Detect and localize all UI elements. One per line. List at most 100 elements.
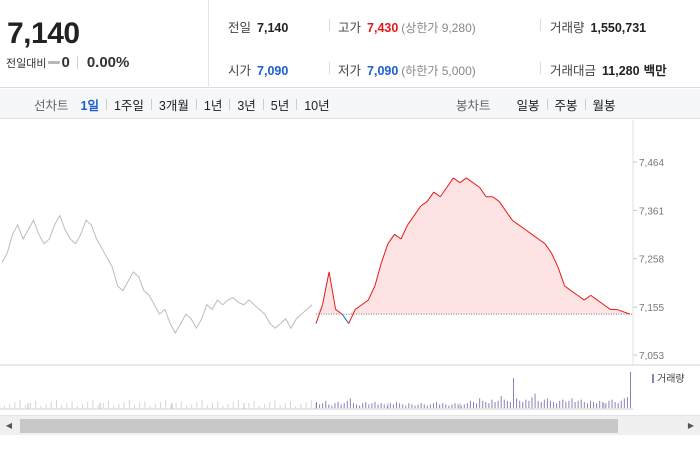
prev-volume-bar — [191, 404, 193, 408]
volume-bar — [565, 402, 567, 408]
prev-volume-bar — [134, 405, 135, 408]
trade-amount: 거래대금 11,280 백만 — [550, 60, 667, 79]
volume-bar — [328, 404, 330, 408]
lower-limit: (하한가 5,000) — [401, 64, 476, 78]
price-line-segment — [551, 252, 559, 268]
toolbar-divider — [150, 98, 152, 110]
prev-volume-bar — [206, 405, 208, 408]
volume-bar — [503, 399, 505, 408]
volume-bar — [528, 400, 530, 408]
price-line-segment — [400, 224, 409, 240]
volume: 거래량 1,550,731 — [550, 17, 646, 36]
volume-bar — [506, 400, 508, 408]
volume-bar — [479, 398, 481, 408]
volume-bar — [562, 399, 564, 408]
scroll-left-arrow-icon[interactable]: ◀ — [5, 421, 13, 430]
low-label: 저가 — [338, 64, 362, 78]
scroll-thumb[interactable] — [20, 419, 618, 433]
volume-value: 1,550,731 — [590, 21, 647, 35]
price-line-segment — [479, 187, 487, 198]
prev-volume-bar — [279, 405, 281, 408]
price-line-segment — [583, 294, 592, 301]
period-selector: 선차트 1일 1주일 3개월 1년 3년 5년 10년 — [34, 89, 330, 119]
price-line-segment — [544, 243, 552, 254]
price-line-segment — [570, 290, 578, 296]
volume-bar — [497, 400, 499, 408]
prev-volume-bar — [295, 406, 297, 408]
prev-volume-bar — [165, 400, 167, 408]
divider — [329, 19, 330, 31]
prev-volume-bar — [149, 406, 151, 408]
prev-volume-bar — [97, 405, 99, 408]
volume-bar — [466, 403, 468, 408]
volume-bar — [583, 402, 585, 408]
price-line-segment — [341, 313, 350, 324]
volume-bar — [485, 402, 487, 408]
period-tab[interactable]: 10년 — [304, 98, 330, 113]
price-line-segment — [387, 234, 395, 244]
toolbar-divider — [546, 98, 548, 110]
price-line-segment — [439, 187, 448, 198]
prev-volume-bar — [19, 400, 21, 408]
price-line-segment — [322, 271, 330, 305]
volume-bar — [362, 403, 364, 408]
toolbar-divider — [195, 98, 197, 110]
y-tick-label: 7,464 — [639, 158, 664, 169]
volume-bar — [586, 403, 588, 408]
volume-bar — [359, 405, 361, 408]
volume-bar — [405, 405, 407, 408]
prev-volume-bar — [212, 403, 213, 408]
volume-bar — [316, 402, 317, 408]
prev-volume-bar — [45, 404, 47, 408]
volume-bar — [611, 399, 613, 408]
period-tab[interactable]: 3개월 — [158, 98, 189, 113]
divider — [540, 19, 541, 31]
volume-bar — [543, 399, 545, 408]
candle-tab[interactable]: 주봉 — [554, 98, 578, 113]
prev-volume-bar — [305, 402, 307, 408]
prev-volume-bar — [180, 401, 182, 408]
upper-limit: (상한가 9,280) — [401, 21, 476, 35]
prev-volume-bar — [170, 405, 172, 408]
volume-bar — [349, 398, 351, 408]
price-line-segment — [433, 191, 441, 198]
candle-tab[interactable]: 월봉 — [592, 98, 616, 113]
period-tab[interactable]: 5년 — [270, 98, 290, 113]
volume-bar — [420, 403, 422, 408]
period-tab[interactable]: 1년 — [203, 98, 223, 113]
volume-bar — [500, 396, 502, 408]
volume-bar — [451, 404, 453, 408]
price-line-segment — [420, 201, 428, 207]
volume-bar — [568, 400, 570, 408]
volume-bar — [429, 404, 431, 408]
prev-volume-bar — [248, 403, 250, 408]
volume-bar — [519, 400, 521, 408]
price-line-segment — [616, 308, 624, 313]
prev-volume-bar — [9, 404, 11, 408]
prev-day-line — [1, 214, 313, 334]
period-tab[interactable]: 1주일 — [113, 98, 144, 113]
period-tab[interactable]: 3년 — [237, 98, 256, 113]
volume-bar — [494, 402, 496, 408]
volume-label: 거래량 — [550, 21, 585, 35]
prev-volume-bar — [128, 400, 130, 408]
scroll-right-arrow-icon[interactable]: ▶ — [687, 421, 695, 430]
chart-scrollbar[interactable]: ◀ ▶ — [0, 415, 700, 435]
price-line-segment — [518, 224, 526, 231]
line-chart-label: 선차트 — [34, 98, 69, 113]
price-line-segment — [335, 309, 343, 315]
period-tab[interactable]: 1일 — [80, 98, 99, 113]
prev-volume-bar — [123, 402, 125, 408]
divider — [540, 62, 541, 74]
volume-bar — [423, 404, 425, 408]
volume-bar — [556, 403, 558, 408]
volume-bar — [491, 399, 493, 408]
candle-tab[interactable]: 일봉 — [516, 98, 540, 113]
volume-bar — [352, 403, 354, 408]
prev-volume-bar — [238, 400, 239, 408]
volume-bar — [374, 402, 376, 408]
price-line-segment — [394, 233, 402, 240]
volume-bar — [402, 404, 404, 408]
prev-volume-bar — [290, 401, 291, 408]
prev-volume-bar — [76, 406, 78, 408]
